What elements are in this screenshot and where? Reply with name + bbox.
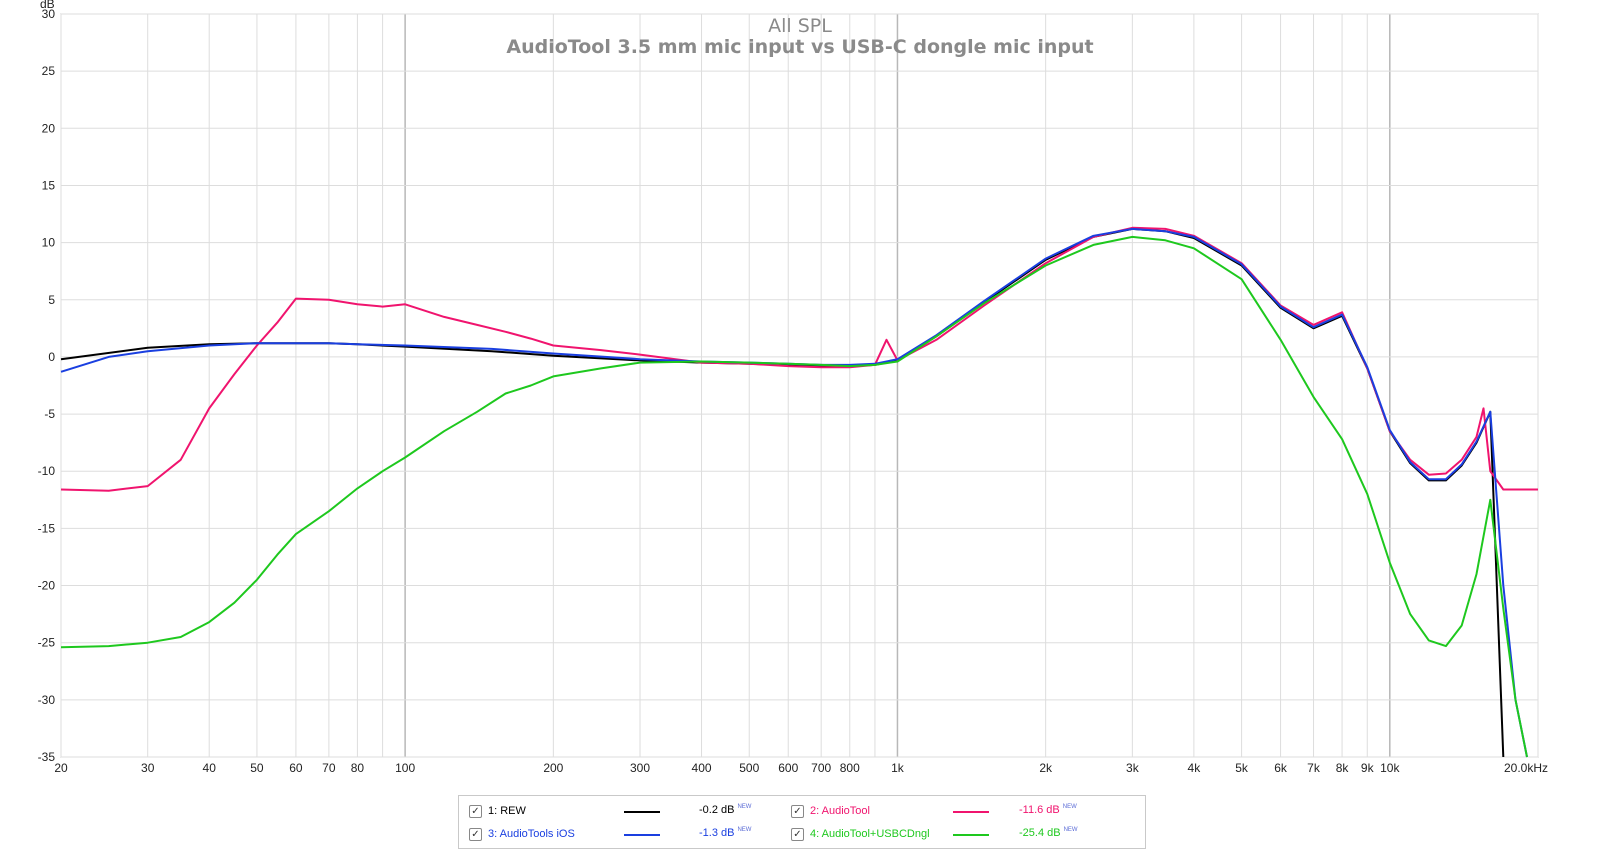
y-tick-label: -5 xyxy=(44,407,55,421)
x-tick-label: 8k xyxy=(1336,761,1350,775)
x-tick-label: 100 xyxy=(395,761,415,775)
x-tick-label: 200 xyxy=(543,761,563,775)
x-tick-label: 30 xyxy=(141,761,155,775)
plot-background xyxy=(60,13,1539,758)
legend-label: 4: AudioTool+USBCDngl xyxy=(810,828,930,840)
legend-swatch-4 xyxy=(953,834,989,836)
legend: ✓ 1: REW -0.2 dB NEW ✓ 2: AudioTool -11.6… xyxy=(458,795,1146,849)
legend-swatch-1 xyxy=(624,811,660,813)
y-axis-ticks: 30 25 20 15 10 5 0 -5 -10 -15 -20 -25 -30 -35 xyxy=(38,7,56,764)
y-tick-label: 15 xyxy=(42,178,56,192)
series-lines xyxy=(60,226,1538,758)
checkbox-checked-icon[interactable]: ✓ xyxy=(469,827,482,841)
y-axis-label: dB xyxy=(40,0,55,11)
x-tick-label: 400 xyxy=(692,761,712,775)
x-tick-label: 20 xyxy=(54,761,68,775)
x-tick-label: 300 xyxy=(630,761,650,775)
y-tick-label: 30 xyxy=(42,7,56,21)
x-tick-label: 70 xyxy=(322,761,336,775)
y-tick-label: -15 xyxy=(38,521,56,535)
x-tick-label: 5k xyxy=(1235,761,1249,775)
x-tick-label: 2k xyxy=(1039,761,1053,775)
x-tick-label: 4k xyxy=(1188,761,1202,775)
legend-item-4[interactable]: ✓ 4: AudioTool+USBCDngl xyxy=(791,823,930,845)
legend-swatch-3 xyxy=(624,834,660,836)
x-tick-label: 50 xyxy=(250,761,264,775)
y-tick-label: -35 xyxy=(38,750,56,764)
series-line-3 xyxy=(60,227,1528,758)
y-tick-label: -30 xyxy=(38,693,56,707)
x-tick-label: 1k xyxy=(891,761,905,775)
y-tick-label: 20 xyxy=(42,121,56,135)
checkbox-checked-icon[interactable]: ✓ xyxy=(469,804,482,818)
y-tick-label: -10 xyxy=(38,464,56,478)
x-tick-label: 500 xyxy=(739,761,759,775)
x-tick-label: 700 xyxy=(811,761,831,775)
legend-label: 1: REW xyxy=(488,805,526,817)
y-tick-label: 10 xyxy=(42,236,56,250)
checkbox-checked-icon[interactable]: ✓ xyxy=(791,804,804,818)
legend-swatch-2 xyxy=(953,811,989,813)
chart-subtitle: AudioTool 3.5 mm mic input vs USB-C dong… xyxy=(506,36,1093,58)
x-tick-label: 6k xyxy=(1274,761,1288,775)
y-tick-label: 0 xyxy=(48,350,55,364)
y-tick-label: -25 xyxy=(38,636,56,650)
x-tick-label: 60 xyxy=(289,761,303,775)
x-tick-label: 9k xyxy=(1361,761,1375,775)
x-axis-ticks: 20 30 40 50 60 70 80 100 200 300 400 500 600 700 800 1k… xyxy=(54,761,1548,775)
y-tick-label: 25 xyxy=(42,64,56,78)
checkbox-checked-icon[interactable]: ✓ xyxy=(791,827,804,841)
x-tick-label: 10k xyxy=(1380,761,1400,775)
legend-value-1: -0.2 dB NEW xyxy=(699,804,752,816)
chart-title: All SPL xyxy=(768,15,832,37)
x-tick-label: 7k xyxy=(1307,761,1321,775)
legend-value-2: -11.6 dB NEW xyxy=(1019,804,1077,816)
x-tick-label: 40 xyxy=(203,761,217,775)
x-tick-label: 3k xyxy=(1126,761,1140,775)
legend-label: 2: AudioTool xyxy=(810,805,870,817)
x-tick-label: 20.0kHz xyxy=(1504,761,1548,775)
legend-value-3: -1.3 dB NEW xyxy=(699,827,752,839)
y-tick-label: -20 xyxy=(38,579,56,593)
x-tick-label: 600 xyxy=(778,761,798,775)
series-line-4 xyxy=(60,235,1528,758)
x-tick-label: 800 xyxy=(840,761,860,775)
y-tick-label: 5 xyxy=(48,293,55,307)
legend-item-2[interactable]: ✓ 2: AudioTool xyxy=(791,800,870,822)
legend-value-4: -25.4 dB NEW xyxy=(1019,827,1078,839)
legend-item-1[interactable]: ✓ 1: REW xyxy=(469,800,526,822)
x-tick-label: 80 xyxy=(351,761,365,775)
grid xyxy=(60,13,1539,758)
legend-item-3[interactable]: ✓ 3: AudioTools iOS xyxy=(469,823,575,845)
legend-label: 3: AudioTools iOS xyxy=(488,828,575,840)
